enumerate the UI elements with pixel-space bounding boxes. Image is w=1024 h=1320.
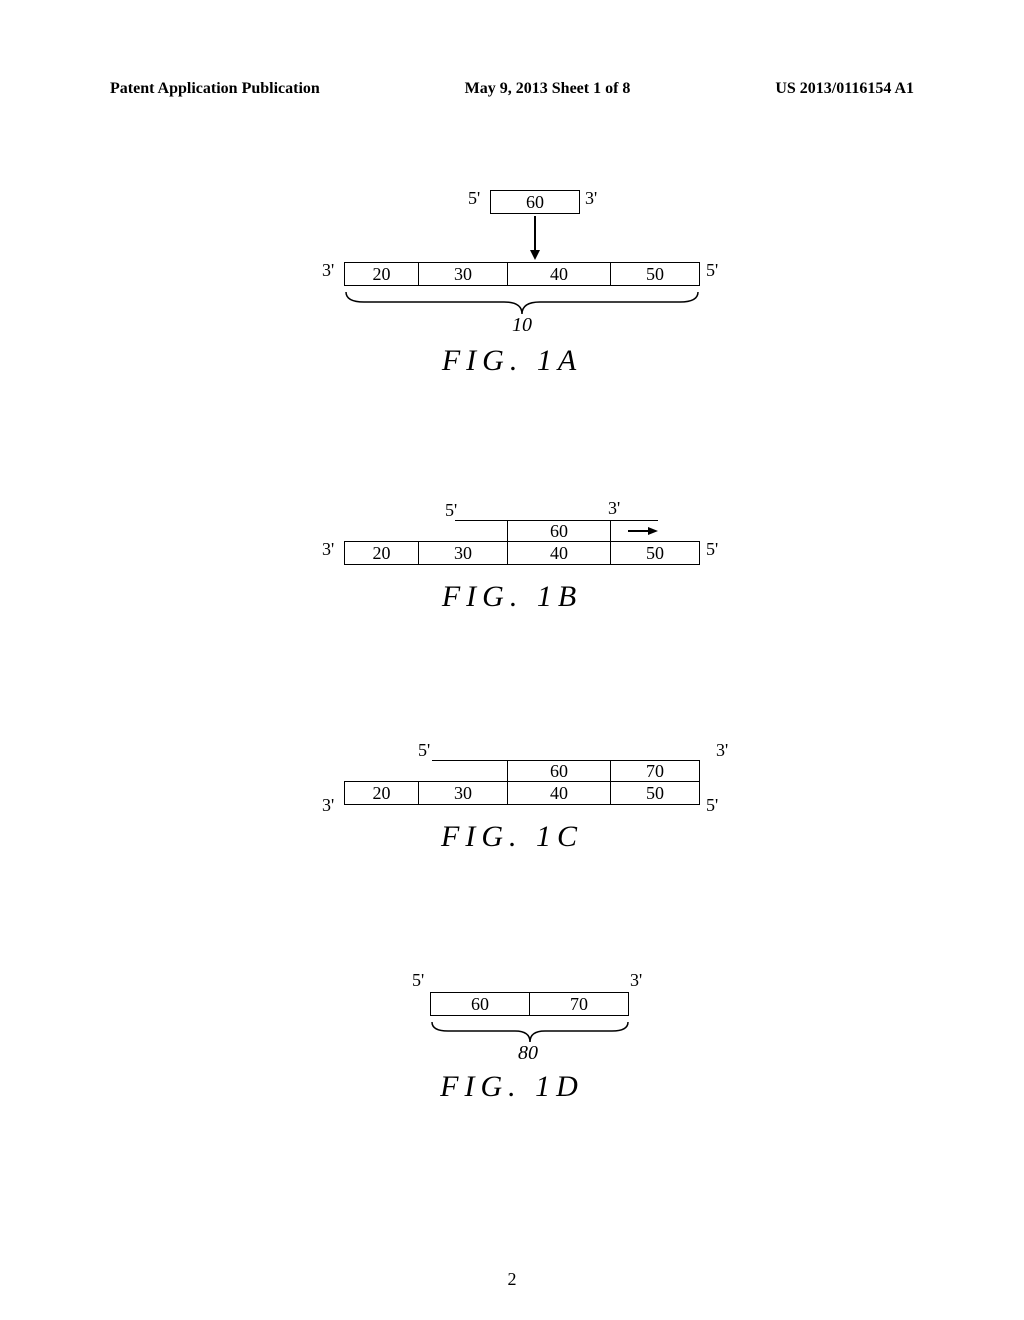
fig1c-left-label: 3' [322, 795, 334, 816]
fig1a-brace-label: 10 [512, 314, 532, 337]
right-arrow-icon [628, 526, 658, 536]
fig1c-right-label: 5' [706, 795, 718, 816]
fig1c-left-line [432, 760, 508, 761]
fig1d-right-label: 3' [630, 970, 642, 991]
figure-1a: 60 5' 3' 20 30 40 50 3' 5' 10 FIG. 1A [0, 180, 1024, 410]
fig1d-brace-label: 80 [518, 1042, 538, 1065]
fig1c-cell-1: 30 [418, 781, 508, 805]
fig1d-left-label: 5' [412, 970, 424, 991]
fig1c-caption: FIG. 1C [0, 820, 1024, 854]
fig1b-left-label: 3' [322, 539, 334, 560]
fig1b-top-cell-0: 60 [507, 520, 611, 542]
fig1b-right-label: 5' [706, 539, 718, 560]
fig1d-cell-1: 70 [529, 992, 629, 1016]
fig1c-top-cell-0: 60 [507, 760, 611, 782]
fig1a-cell-0: 20 [344, 262, 419, 286]
fig1b-top-left-label: 5' [445, 500, 457, 521]
fig1b-cell-3: 50 [610, 541, 700, 565]
fig1b-top-right-label: 3' [608, 498, 620, 519]
fig1c-top-right-label: 3' [716, 740, 728, 761]
fig1c-cell-2: 40 [507, 781, 611, 805]
fig1c-top-left-label: 5' [418, 740, 430, 761]
fig1a-cell-3: 50 [610, 262, 700, 286]
figure-1c: 60 70 5' 3' 20 30 40 50 3' 5' FIG. 1C [0, 740, 1024, 900]
fig1a-left-label: 3' [322, 260, 334, 281]
fig1a-top-right-label: 3' [585, 188, 597, 209]
page-header: Patent Application Publication May 9, 20… [0, 80, 1024, 98]
fig1b-left-line [455, 520, 508, 521]
fig1a-cell-1: 30 [418, 262, 508, 286]
fig1c-cell-3: 50 [610, 781, 700, 805]
fig1a-top-cell: 60 [490, 190, 580, 214]
header-left: Patent Application Publication [110, 80, 320, 98]
fig1b-cell-2: 40 [507, 541, 611, 565]
figure-1b: 60 5' 3' 20 30 40 50 3' 5' FIG. 1B [0, 500, 1024, 660]
fig1d-cell-0: 60 [430, 992, 530, 1016]
figure-1d: 60 70 5' 3' 80 FIG. 1D [0, 970, 1024, 1150]
fig1b-caption: FIG. 1B [0, 580, 1024, 614]
fig1a-cell-2: 40 [507, 262, 611, 286]
fig1b-cell-1: 30 [418, 541, 508, 565]
header-right: US 2013/0116154 A1 [775, 80, 914, 98]
fig1d-caption: FIG. 1D [0, 1070, 1024, 1104]
header-center: May 9, 2013 Sheet 1 of 8 [465, 80, 631, 98]
fig1a-top-left-label: 5' [468, 188, 480, 209]
down-arrow-icon [528, 216, 542, 260]
fig1a-caption: FIG. 1A [0, 344, 1024, 378]
fig1c-top-cell-1: 70 [610, 760, 700, 782]
page-number: 2 [0, 1269, 1024, 1290]
fig1b-cell-0: 20 [344, 541, 419, 565]
fig1c-cell-0: 20 [344, 781, 419, 805]
brace-icon [430, 1020, 630, 1044]
fig1a-right-label: 5' [706, 260, 718, 281]
brace-icon [344, 290, 700, 316]
